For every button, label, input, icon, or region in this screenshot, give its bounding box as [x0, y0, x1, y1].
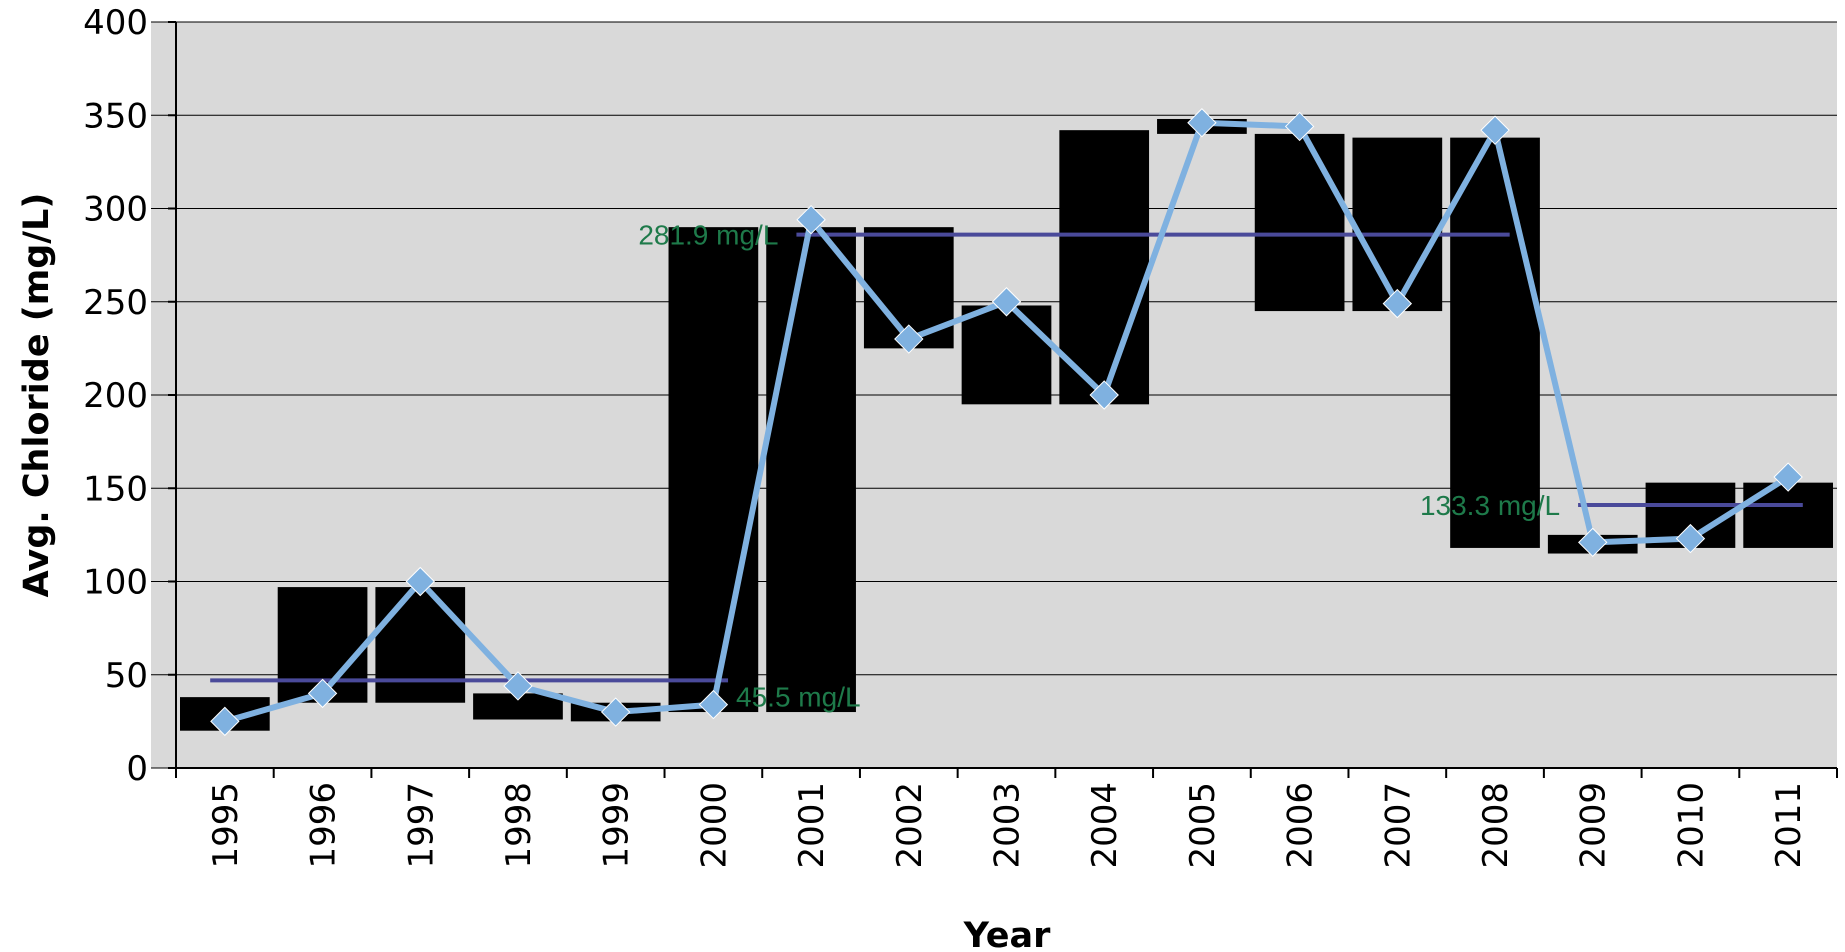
data-series — [210, 108, 1803, 737]
x-tick-label: 2001 — [792, 782, 832, 869]
data-point-marker — [1578, 527, 1608, 558]
x-tick-label: 2007 — [1378, 782, 1418, 869]
error-box — [375, 587, 466, 703]
axes — [168, 21, 1838, 778]
x-tick-label: 2006 — [1281, 782, 1321, 869]
data-point-marker — [1382, 288, 1413, 319]
error-boxes — [180, 118, 1833, 731]
y-tick-label: 400 — [83, 3, 148, 43]
error-box — [668, 227, 759, 713]
data-point-marker — [1773, 462, 1803, 492]
y-tick-label: 300 — [83, 190, 148, 230]
x-tick-label: 2005 — [1183, 782, 1223, 869]
x-tick-labels: 1995 1996 1997 1998 1999 2000 2001 2002 2003 2004… — [206, 782, 1809, 869]
data-point-marker — [1480, 115, 1510, 145]
x-tick-label: 2011 — [1769, 782, 1809, 869]
data-point-marker — [1284, 111, 1315, 142]
y-tick-label: 200 — [83, 376, 148, 416]
y-tick-label: 150 — [83, 469, 148, 509]
error-box — [1059, 130, 1150, 405]
x-tick-label: 1997 — [401, 782, 441, 869]
error-box — [1254, 133, 1345, 312]
data-point-marker — [1675, 523, 1706, 554]
error-box — [766, 227, 856, 713]
x-tick-label: 2008 — [1476, 782, 1516, 869]
period-mean-label: 45.5 mg/L — [736, 681, 861, 712]
period-mean-label: 281.9 mg/L — [638, 220, 778, 251]
x-tick-label: 1996 — [304, 782, 344, 869]
y-axis-title: Avg. Chloride (mg/L) — [17, 193, 57, 598]
data-point-marker — [503, 671, 533, 701]
y-tick-label: 50 — [105, 656, 148, 696]
period-mean-lines: 45.5 mg/L 281.9 mg/L 133.3 mg/L — [210, 220, 1803, 712]
error-box — [1450, 137, 1540, 548]
y-tick-labels: 0 50 100 150 200 250 300 350 400 — [83, 3, 148, 789]
data-point-marker — [210, 706, 240, 737]
x-tick-label: 2004 — [1085, 782, 1125, 869]
x-tick-label: 2010 — [1671, 782, 1711, 869]
data-point-marker — [600, 697, 631, 727]
x-tick-label: 2009 — [1574, 782, 1614, 869]
period-mean-label: 133.3 mg/L — [1420, 490, 1560, 521]
data-point-marker — [796, 204, 826, 235]
y-tick-label: 250 — [83, 283, 148, 323]
data-point-marker — [1089, 380, 1119, 410]
x-tick-label: 2002 — [890, 782, 930, 869]
x-axis-title: Year — [963, 916, 1051, 952]
data-point-marker — [307, 678, 338, 709]
error-box — [961, 305, 1052, 405]
error-box — [1743, 482, 1833, 548]
x-tick-label: 2003 — [988, 782, 1028, 869]
x-tick-label: 1995 — [206, 782, 246, 869]
y-tick-label: 350 — [83, 96, 148, 136]
data-point-marker — [405, 566, 435, 597]
y-tick-label: 0 — [126, 749, 148, 789]
data-point-marker — [991, 287, 1022, 317]
data-point-marker — [894, 324, 924, 354]
data-point-marker — [698, 689, 729, 720]
x-tick-label: 1998 — [499, 782, 539, 869]
x-tick-label: 2000 — [694, 782, 734, 869]
x-tick-label: 1999 — [597, 782, 637, 869]
data-point-marker — [1187, 108, 1217, 138]
error-box — [1352, 137, 1443, 312]
y-tick-label: 100 — [83, 563, 148, 603]
